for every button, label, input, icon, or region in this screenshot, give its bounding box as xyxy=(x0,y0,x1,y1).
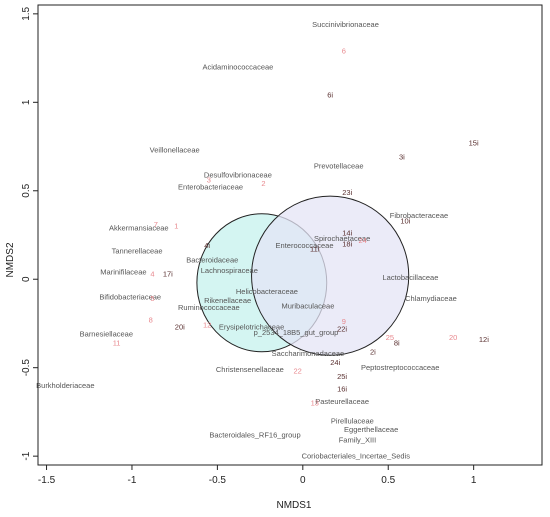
y-tick-label: 0.5 xyxy=(21,183,32,197)
x-axis: -1.5 -1 -0.5 0 0.5 1 xyxy=(38,464,477,486)
sample-label: 4 xyxy=(150,269,154,278)
family-label: Saccharimonadaceae xyxy=(272,349,345,358)
family-label: Lachnospiraceae xyxy=(201,266,258,275)
family-labels: Succinivibrionaceae Acidaminococcaceae Vei… xyxy=(36,20,457,461)
sample-label: 5 xyxy=(150,294,154,303)
family-label: Coriobacteriales_Incertae_Sedis xyxy=(302,452,411,461)
sample-label: 4i xyxy=(204,241,210,250)
family-label: Enterobacteriaceae xyxy=(178,183,243,192)
family-label: Erysipelotrichaceae xyxy=(219,323,284,332)
sample-label: 8i xyxy=(394,338,400,347)
family-label: Ruminococcaceae xyxy=(178,303,240,312)
sample-label: 23i xyxy=(342,188,352,197)
family-label: Helicobacteraceae xyxy=(236,287,298,296)
sample-label: 24i xyxy=(330,358,340,367)
group-ellipses xyxy=(196,195,410,356)
sample-label: 10i xyxy=(400,216,410,225)
family-label: Bacteroidales_RF16_group xyxy=(209,430,300,439)
family-label: Pasteurellaceae xyxy=(315,397,369,406)
family-label: Akkermansiaceae xyxy=(109,223,169,232)
family-label: Tannerellaceae xyxy=(112,246,163,255)
x-tick-label: -0.5 xyxy=(209,475,227,486)
sample-label: 2i xyxy=(370,347,376,356)
family-label: Veillonellaceae xyxy=(150,146,200,155)
x-tick-label: -1.5 xyxy=(38,475,56,486)
sample-label: 13 xyxy=(311,399,319,408)
sample-label: 8 xyxy=(149,315,153,324)
y-tick-label: -1 xyxy=(21,451,32,460)
y-tick-label: 1 xyxy=(21,99,32,105)
family-label: Pirellulaceae xyxy=(331,416,374,425)
x-tick-label: 0 xyxy=(300,475,306,486)
y-tick-label: 1.5 xyxy=(21,6,32,20)
x-axis-title: NMDS1 xyxy=(276,500,311,511)
sample-label: 24 xyxy=(358,236,366,245)
family-label: p_2534_18B5_gut_group xyxy=(254,328,339,337)
family-label: Rikenellaceae xyxy=(204,296,251,305)
sample-label: 1 xyxy=(174,222,178,231)
family-label: Fibrobacteraceae xyxy=(390,211,448,220)
family-label: Desulfovibrionaceae xyxy=(204,170,272,179)
sample-label: 2 xyxy=(261,179,265,188)
sample-label: 14i xyxy=(342,229,352,238)
family-label: Barnesiellaceae xyxy=(80,330,133,339)
sample-label: 11i xyxy=(310,245,320,254)
sample-label: 6 xyxy=(342,47,346,56)
family-label: Acidaminococcaceae xyxy=(202,62,273,71)
sample-label: 3 xyxy=(207,176,211,185)
y-tick-label: 0 xyxy=(21,276,32,282)
family-label: Lactobacillaceae xyxy=(383,273,439,282)
x-tick-label: 0.5 xyxy=(381,475,395,486)
family-label: Burkholderiaceae xyxy=(36,381,94,390)
sample-label: 7 xyxy=(154,220,158,229)
sample-label: 22 xyxy=(294,367,302,376)
sample-label: 15i xyxy=(469,139,479,148)
sample-label: 9 xyxy=(342,317,346,326)
sample-label: 22i xyxy=(337,324,347,333)
y-axis: -1 -0.5 0 0.5 1 1.5 xyxy=(21,6,38,461)
family-label: Family_XIII xyxy=(339,436,377,445)
family-label: Christensenellaceae xyxy=(216,365,284,374)
sample-label: 18i xyxy=(342,239,352,248)
sample-label: 20 xyxy=(449,333,457,342)
family-label: Bacteroidaceae xyxy=(186,255,238,264)
sample-label: 11 xyxy=(113,338,121,347)
sample-label: 17i xyxy=(163,269,173,278)
sample-label: 12i xyxy=(479,335,489,344)
x-tick-label: -1 xyxy=(128,475,137,486)
family-label: Bifidobacteriaceae xyxy=(99,292,161,301)
family-label: Marinifilaceae xyxy=(100,268,146,277)
x-tick-label: 1 xyxy=(471,475,477,486)
y-axis-title: NMDS2 xyxy=(5,242,16,277)
family-label: Prevotellaceae xyxy=(314,162,364,171)
y-tick-label: -0.5 xyxy=(21,359,32,377)
sample-label: 16i xyxy=(337,384,347,393)
family-label: Spirochaetaceae xyxy=(314,234,370,243)
sample-label: 25 xyxy=(386,333,394,342)
family-label: Chlamydiaceae xyxy=(405,294,457,303)
family-label: Peptostreptococcaceae xyxy=(361,363,439,372)
sample-label: 3i xyxy=(399,153,405,162)
sample-label: 12 xyxy=(203,321,211,330)
family-label: Eggerthellaceae xyxy=(344,425,398,434)
group-ellipse-2 xyxy=(251,195,410,356)
sample-label: 6i xyxy=(327,91,333,100)
family-label: Muribaculaceae xyxy=(281,301,334,310)
family-label: Enterococcaceae xyxy=(276,241,334,250)
sample-label: 25i xyxy=(337,372,347,381)
family-label: Succinivibrionaceae xyxy=(312,20,379,29)
sample-label: 20i xyxy=(175,323,185,332)
